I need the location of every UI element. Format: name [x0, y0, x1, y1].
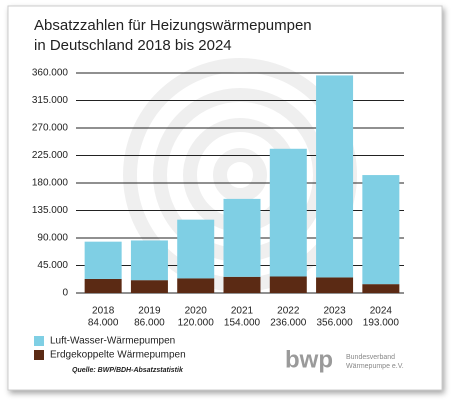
y-tick-label: 45.000 [37, 260, 68, 271]
logo: bwp [285, 346, 333, 373]
x-tick-label: 2018 [92, 306, 115, 317]
y-tick-label: 180.000 [32, 178, 69, 189]
legend-swatch [34, 336, 44, 346]
x-tick-label: 2021 [231, 306, 254, 317]
source: Quelle: BWP/BDH-Absatzstatistik [72, 367, 184, 374]
legend-swatch [34, 350, 44, 360]
y-tick-label: 315.000 [32, 95, 69, 106]
total-label: 193.000 [363, 318, 400, 329]
x-tick-label: 2023 [323, 306, 346, 317]
total-label: 154.000 [224, 318, 261, 329]
y-tick-label: 0 [62, 288, 68, 299]
bar-segment [84, 241, 122, 279]
logo-text: Wärmepumpe e.V. [346, 363, 404, 370]
y-tick-label: 135.000 [32, 205, 69, 216]
bar-segment [84, 278, 122, 293]
total-label: 356.000 [316, 318, 353, 329]
chart-title: in Deutschland 2018 bis 2024 [34, 37, 232, 54]
bar-segment [362, 284, 400, 293]
total-label: 84.000 [88, 318, 119, 329]
bar-segment [362, 175, 400, 285]
bar-segment [223, 198, 261, 277]
bar-segment [177, 278, 215, 293]
bar-segment [177, 219, 215, 279]
y-tick-label: 360.000 [32, 68, 69, 79]
total-label: 86.000 [134, 318, 165, 329]
y-tick-label: 90.000 [37, 233, 68, 244]
total-label: 120.000 [178, 318, 215, 329]
x-tick-label: 2019 [138, 306, 161, 317]
chart-title: Absatzzahlen für Heizungswärmepumpen [34, 17, 312, 34]
bar-segment [269, 276, 307, 293]
x-tick-label: 2024 [370, 306, 393, 317]
bar-segment [269, 148, 307, 277]
bar-segment [130, 280, 168, 293]
bar-segment [130, 240, 168, 281]
legend-label: Erdgekoppelte Wärmepumpen [50, 350, 186, 361]
y-tick-label: 225.000 [32, 150, 69, 161]
bar-segment [223, 276, 261, 293]
y-tick-label: 270.000 [32, 123, 69, 134]
x-tick-label: 2022 [277, 306, 300, 317]
bar-segment [316, 277, 354, 293]
bar-segment [316, 75, 354, 278]
total-label: 236.000 [270, 318, 307, 329]
logo-text: Bundesverband [346, 354, 395, 361]
legend-label: Luft-Wasser-Wärmepumpen [50, 336, 175, 347]
x-tick-label: 2020 [185, 306, 208, 317]
